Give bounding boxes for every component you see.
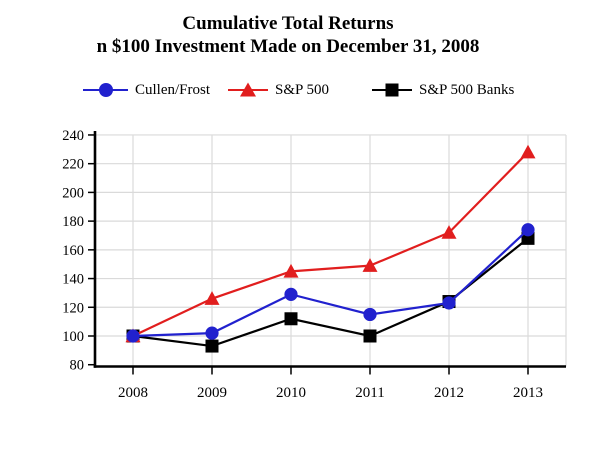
y-tick-label: 120 (62, 300, 84, 316)
data-point-cullen-frost (442, 296, 456, 310)
legend-label: S&P 500 Banks (419, 81, 515, 98)
legend-label: Cullen/Frost (135, 81, 211, 98)
data-point-cullen-frost (363, 307, 377, 322)
y-tick-label: 100 (62, 329, 84, 345)
series-line-cullen-frost (132, 228, 529, 338)
data-point-cullen-frost (284, 287, 298, 301)
y-tick-label: 160 (62, 243, 84, 259)
legend: Cullen/Frost S&P 500 S&P 500 Banks (0, 80, 600, 102)
x-tick-label: 2012 (434, 385, 464, 401)
y-tick-label: 80 (70, 358, 85, 374)
data-point-s-p-500-banks (363, 329, 377, 343)
series-line-s-p-500-banks (132, 237, 529, 348)
data-point-cullen-frost (521, 223, 535, 237)
y-tick-label: 240 (62, 128, 84, 144)
data-point-s-p-500-banks (205, 339, 219, 353)
square-marker-icon (385, 83, 399, 97)
x-tick-label: 2008 (118, 385, 148, 401)
data-point-cullen-frost (205, 326, 219, 340)
x-tick-label: 2011 (355, 385, 384, 401)
chart-title: Cumulative Total Returns (182, 13, 394, 34)
legend-line-sample (372, 83, 412, 97)
legend-line-sample (83, 83, 128, 97)
legend-item-sp500-banks: S&P 500 Banks (372, 80, 514, 100)
x-tick-label: 2010 (276, 385, 306, 401)
legend-line-sample (228, 82, 268, 97)
data-point-s-p-500 (520, 144, 536, 159)
y-tick-label: 200 (62, 185, 84, 201)
chart-subtitle: n $100 Investment Made on December 31, 2… (96, 36, 480, 57)
data-point-cullen-frost (126, 329, 140, 343)
data-point-s-p-500-banks (284, 312, 298, 326)
chart-title-block: Cumulative Total Returns n $100 Investme… (0, 12, 600, 58)
x-tick-label: 2013 (513, 385, 543, 401)
data-point-s-p-500 (441, 225, 457, 239)
y-tick-label: 220 (62, 157, 84, 173)
x-tick-label: 2009 (197, 385, 227, 401)
data-point-s-p-500 (204, 291, 220, 305)
data-point-s-p-500 (362, 258, 378, 272)
legend-item-cullen-frost: Cullen/Frost (83, 80, 210, 100)
circle-marker-icon (98, 83, 113, 97)
data-point-s-p-500 (283, 263, 299, 278)
legend-label: S&P 500 (275, 81, 330, 98)
triangle-marker-icon (240, 82, 256, 97)
y-tick-label: 180 (62, 214, 84, 230)
y-tick-label: 140 (62, 272, 84, 288)
series-line-s-p-500 (132, 151, 529, 337)
legend-item-sp500: S&P 500 (228, 80, 329, 100)
